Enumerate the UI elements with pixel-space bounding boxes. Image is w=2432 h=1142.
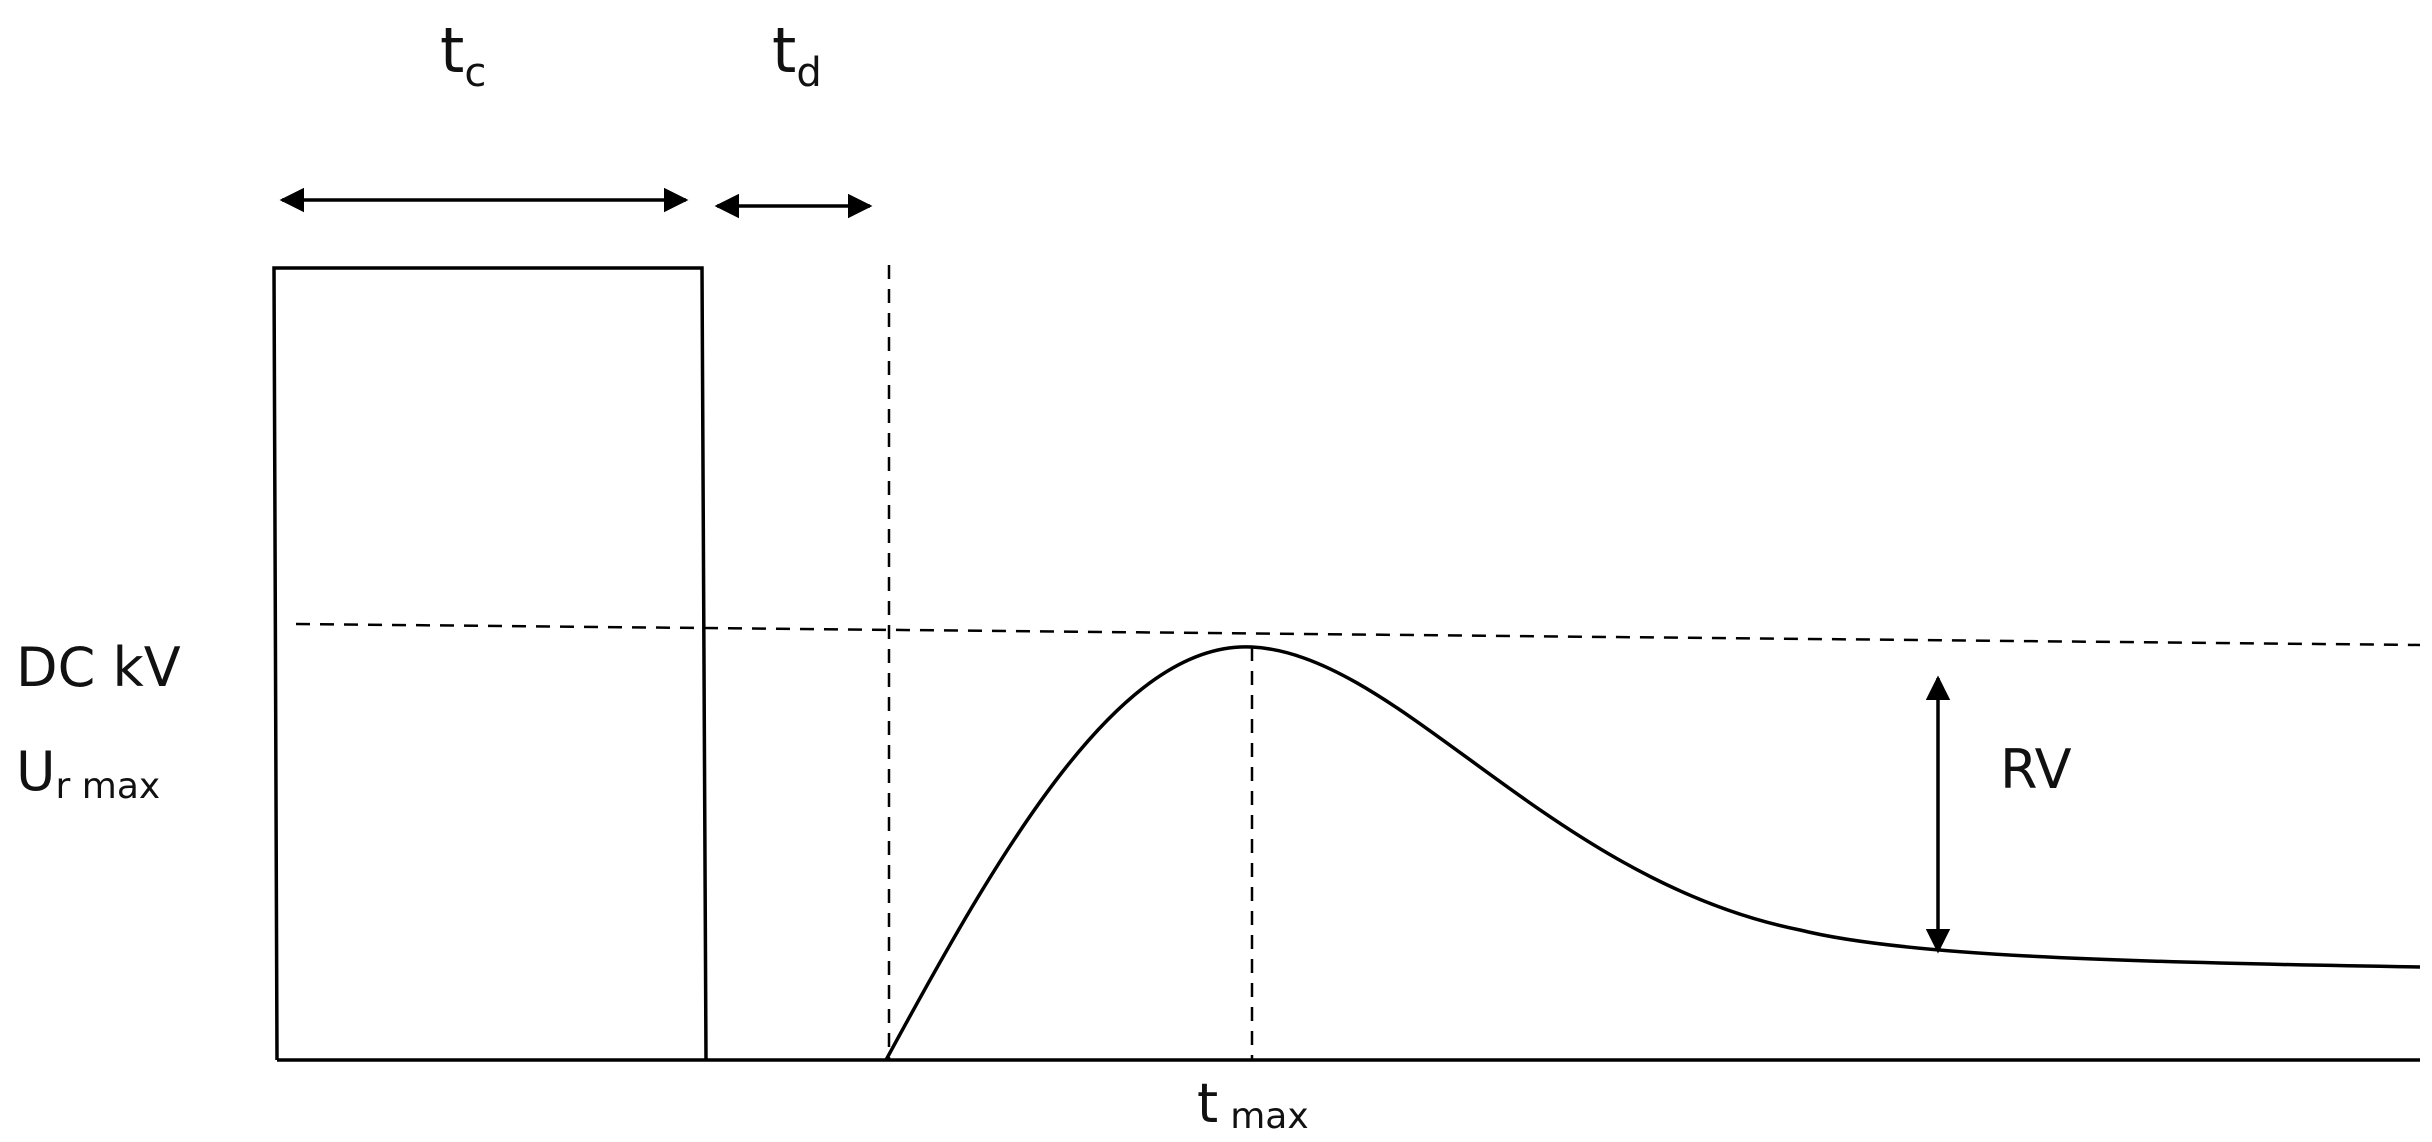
return-voltage-curve	[884, 645, 2421, 1061]
label-part: r max	[56, 766, 161, 807]
rv-label: RV	[2000, 738, 2072, 801]
label-part: t	[1197, 1072, 1218, 1135]
shapes	[272, 187, 2421, 1062]
tmax-label: t max	[1197, 1072, 1309, 1137]
label-part: t	[440, 14, 464, 87]
label-part: c	[464, 50, 486, 96]
dashed-horizontal	[295, 622, 2421, 647]
td-label: td	[772, 14, 822, 96]
tc-label: tc	[440, 14, 486, 96]
label-part: max	[1230, 1096, 1308, 1137]
label-part: U	[16, 740, 56, 803]
label-part: t	[772, 14, 796, 87]
charge-pulse	[272, 266, 708, 1061]
dc-kv-label: DC kV	[16, 636, 181, 699]
ur-max-label: Ur max	[16, 740, 160, 807]
label-part: d	[796, 50, 821, 96]
